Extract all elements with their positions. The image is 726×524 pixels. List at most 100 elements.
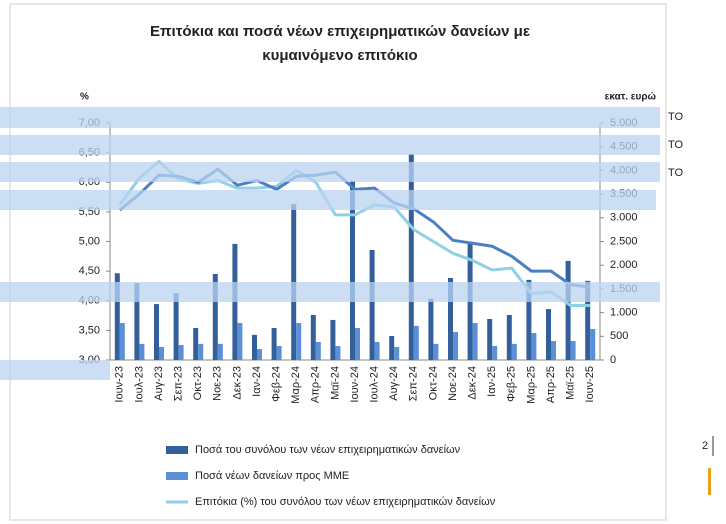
bar — [159, 346, 164, 360]
x-tick-label: Φεβ-25 — [506, 366, 518, 402]
bar — [472, 323, 478, 360]
side-text: ΤΟ — [668, 167, 684, 179]
bar — [551, 341, 556, 360]
bar — [413, 325, 419, 360]
overlay-band — [0, 162, 660, 182]
legend-swatch — [166, 446, 188, 454]
x-tick-label: Μαϊ-24 — [329, 366, 341, 400]
x-tick-label: Ιουλ-24 — [369, 366, 381, 403]
bar — [173, 293, 179, 360]
overlay-band — [0, 282, 660, 302]
legend-label: Ποσά νέων δανείων προς ΜΜΕ — [195, 470, 349, 482]
y2-tick-label: 3.000 — [610, 212, 638, 224]
legend-label: Ποσά του συνόλου των νέων επιχειρηματικώ… — [195, 444, 461, 456]
overlay-band — [0, 135, 660, 155]
y2-axis-label: εκατ. ευρώ — [605, 92, 657, 103]
legend-label: Επιτόκια (%) του συνόλου των νέων επιχει… — [195, 496, 496, 508]
bar — [546, 309, 551, 360]
bar — [119, 323, 125, 360]
x-tick-label: Σεπ-23 — [173, 366, 185, 401]
chart-title: Επιτόκια και ποσά νέων επιχειρηματικών δ… — [150, 23, 530, 40]
bar — [350, 180, 355, 360]
bar — [134, 283, 140, 360]
bar — [315, 341, 321, 360]
x-tick-label: Ιουλ-23 — [133, 366, 145, 403]
y2-tick-label: 0 — [610, 354, 616, 366]
x-tick-label: Αυγ-23 — [153, 366, 165, 401]
page-marker — [708, 468, 711, 495]
x-tick-label: Νοε-23 — [212, 366, 224, 401]
overlay-band — [0, 190, 656, 210]
overlay-band — [0, 360, 110, 380]
legend-swatch — [166, 472, 188, 480]
y-axis-label: % — [80, 92, 89, 103]
x-tick-label: Ιουν-23 — [114, 366, 126, 403]
bar — [433, 343, 439, 360]
x-tick-label: Φεβ-24 — [271, 366, 283, 402]
bar — [389, 336, 395, 360]
y2-tick-label: 1.000 — [610, 307, 638, 319]
bar — [330, 319, 336, 360]
y2-tick-label: 2.000 — [610, 259, 638, 271]
chart-frame — [9, 3, 667, 521]
bar — [198, 343, 204, 360]
x-tick-label: Οκτ-24 — [427, 366, 439, 400]
x-tick-label: Αυγ-24 — [388, 366, 400, 401]
bar — [394, 346, 400, 360]
bar — [492, 346, 498, 360]
bar — [271, 328, 277, 360]
bar — [453, 332, 458, 360]
bar — [154, 304, 159, 360]
x-tick-label: Δεκ-24 — [467, 366, 479, 400]
bar — [408, 153, 414, 360]
page-number: 2 — [702, 440, 708, 452]
bar — [114, 273, 120, 360]
bar — [531, 332, 537, 360]
x-tick-label: Απρ-24 — [310, 366, 322, 403]
y2-tick-label: 2.500 — [610, 235, 638, 247]
x-tick-label: Ιαν-24 — [251, 366, 263, 397]
bar — [374, 341, 380, 360]
bar — [335, 346, 341, 360]
x-tick-label: Απρ-25 — [545, 366, 557, 403]
x-tick-label: Μαϊ-25 — [565, 366, 577, 400]
chart-title: κυμαινόμενο επιτόκιο — [262, 47, 417, 64]
y-tick-label: 3,50 — [79, 324, 100, 336]
bar — [217, 343, 223, 360]
bar — [296, 323, 302, 360]
bar — [178, 345, 184, 360]
x-tick-label: Σεπ-24 — [408, 366, 420, 401]
line — [118, 167, 591, 289]
bar — [310, 314, 316, 360]
bar — [526, 279, 532, 360]
y-tick-label: 4,50 — [79, 265, 100, 277]
bar — [257, 349, 262, 360]
bar — [506, 314, 512, 360]
bar — [448, 277, 453, 360]
bar — [252, 334, 257, 360]
bar — [511, 343, 517, 360]
bar — [570, 341, 576, 360]
side-text: ΤΟ — [668, 139, 684, 151]
bar — [369, 250, 375, 360]
x-tick-label: Οκτ-23 — [192, 366, 204, 400]
bar — [212, 273, 218, 360]
bar — [585, 280, 591, 360]
side-text: ΤΟ — [668, 111, 684, 123]
x-tick-label: Μαρ-24 — [290, 366, 302, 404]
y2-tick-label: 500 — [610, 330, 628, 342]
bar — [237, 323, 243, 360]
overlay-band — [0, 107, 660, 128]
bar — [590, 328, 596, 360]
bar — [139, 343, 145, 360]
x-tick-label: Ιουν-24 — [349, 366, 361, 403]
x-tick-label: Ιουν-25 — [584, 366, 596, 403]
bar — [487, 318, 493, 360]
x-tick-label: Μαρ-25 — [525, 366, 537, 404]
x-tick-label: Δεκ-23 — [231, 366, 243, 400]
y-tick-label: 5,00 — [79, 235, 100, 247]
bar — [355, 328, 360, 360]
bar — [276, 346, 282, 360]
